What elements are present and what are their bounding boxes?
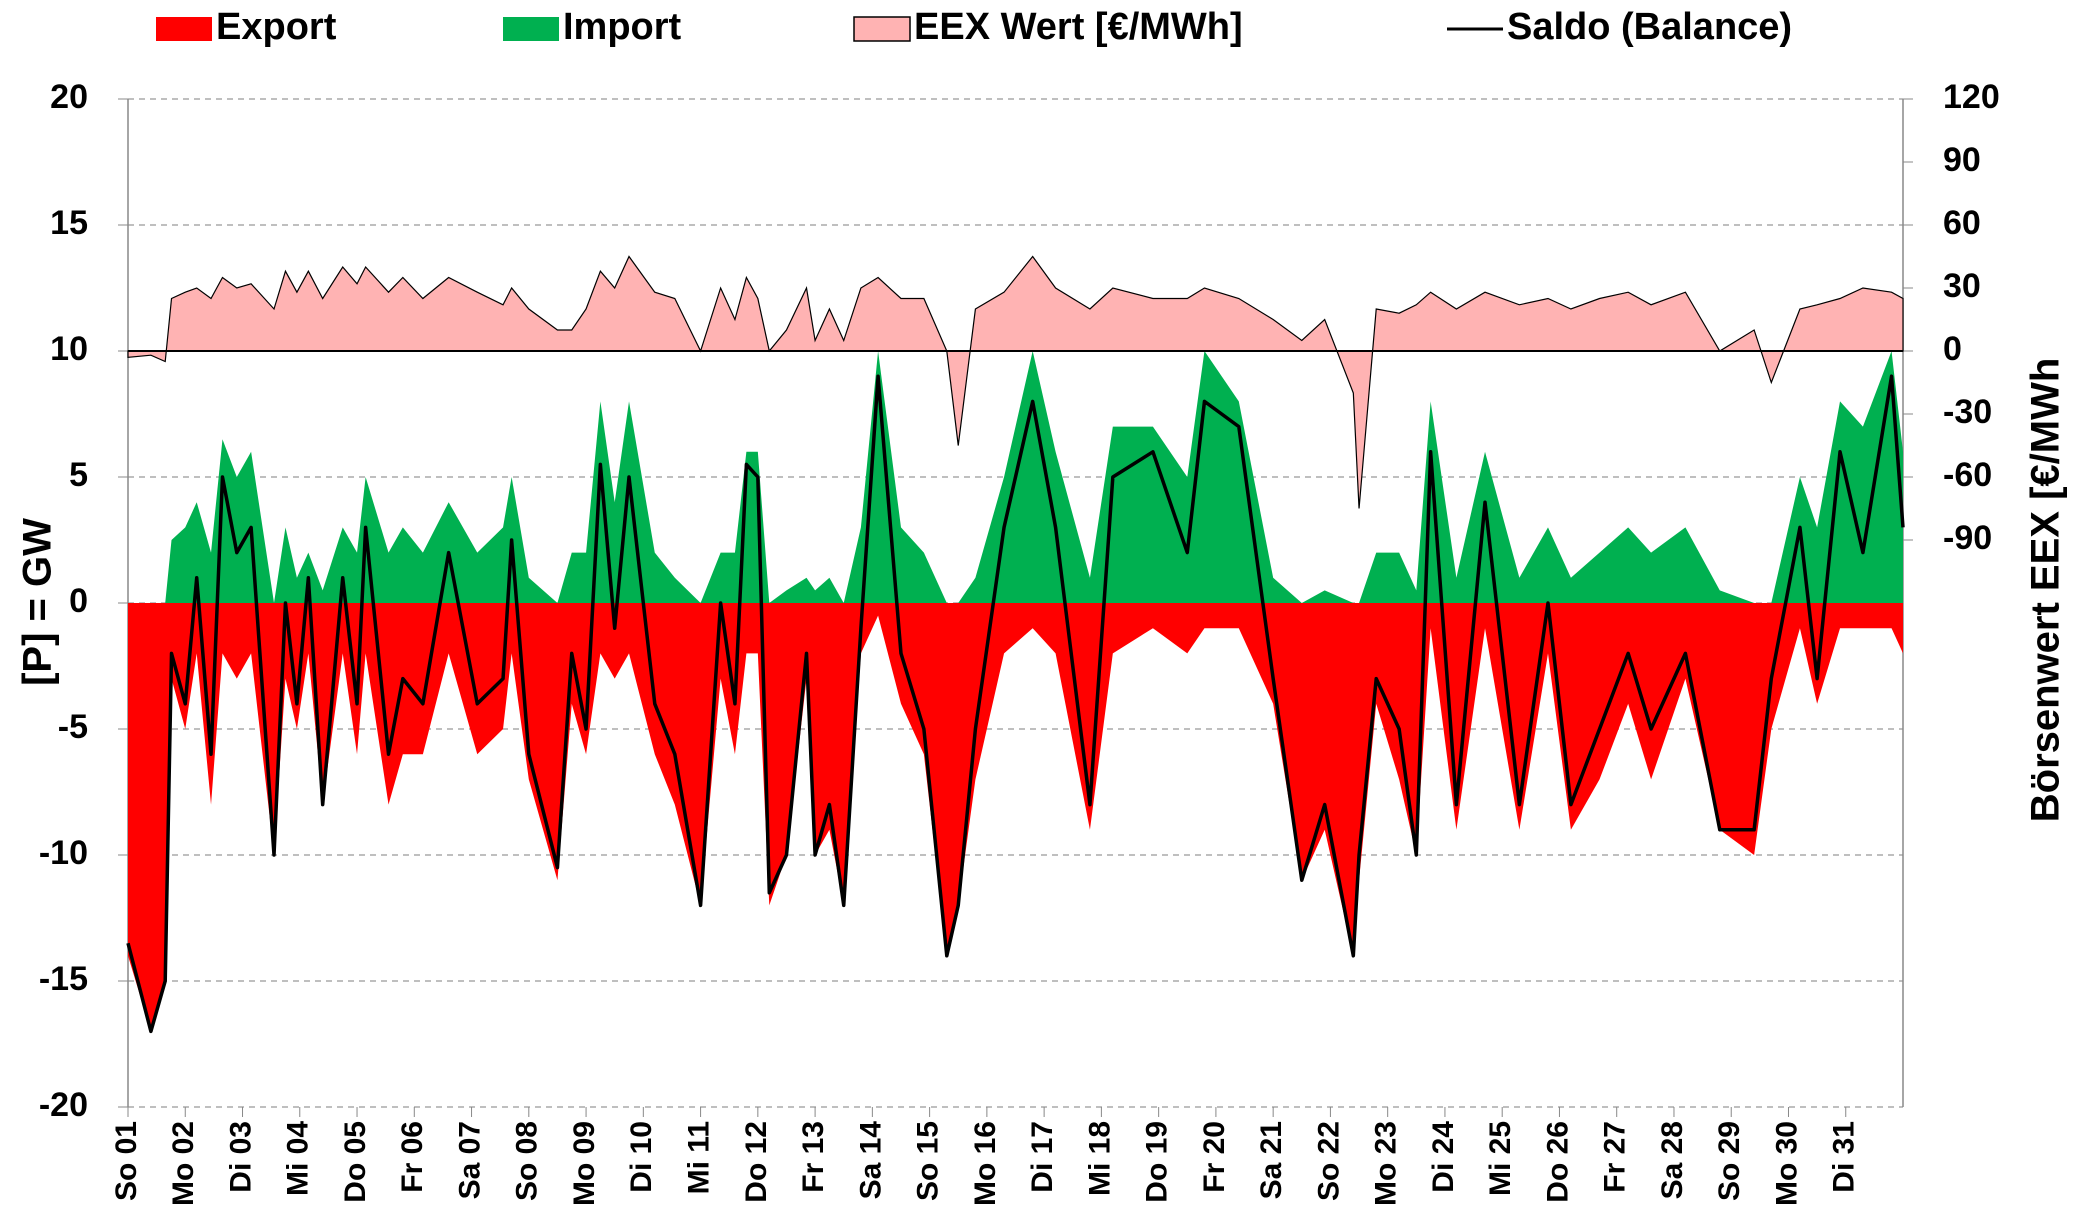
y2-tick-label: 0 xyxy=(1943,330,1962,368)
y2-axis-label: Börsenwert EEX [€/MWh xyxy=(2024,358,2068,823)
y2-tick-label: 90 xyxy=(1943,141,1981,179)
legend-label: Export xyxy=(216,6,337,48)
legend-label: Import xyxy=(563,6,682,48)
x-tick-label: Fr 27 xyxy=(1599,1121,1632,1193)
x-tick-label: Di 17 xyxy=(1026,1121,1059,1193)
area xyxy=(128,603,1903,1032)
x-tick-label: Fr 20 xyxy=(1198,1121,1231,1193)
x-tick-label: Mo 16 xyxy=(969,1121,1002,1206)
eex-area xyxy=(127,255,1904,509)
legend-label: EEX Wert [€/MWh] xyxy=(914,6,1243,48)
y-tick-label: 15 xyxy=(50,204,88,242)
x-tick-label: Mi 11 xyxy=(683,1121,716,1194)
y-axis-label: [P] = GW xyxy=(16,518,60,686)
x-tick-label: So 08 xyxy=(511,1121,544,1201)
y2-tick-label: -30 xyxy=(1943,393,1992,431)
x-tick-label: Sa 21 xyxy=(1255,1121,1288,1199)
x-tick-label: So 22 xyxy=(1312,1121,1345,1201)
y-tick-label: 20 xyxy=(50,78,88,116)
y2-tick-label: 60 xyxy=(1943,204,1981,242)
x-tick-label: Do 19 xyxy=(1141,1121,1174,1203)
y-tick-label: 10 xyxy=(50,330,88,368)
y-tick-label: 5 xyxy=(69,456,88,494)
y-tick-label: -20 xyxy=(39,1086,88,1124)
y-tick-label: -5 xyxy=(58,708,88,746)
x-tick-label: Mo 09 xyxy=(568,1121,601,1206)
y-tick-label: -15 xyxy=(39,960,88,998)
x-tick-label: Sa 14 xyxy=(854,1121,887,1200)
x-tick-label: Mo 02 xyxy=(167,1121,200,1206)
x-tick-label: Mi 18 xyxy=(1083,1121,1116,1196)
x-tick-label: Mi 25 xyxy=(1484,1121,1517,1196)
x-tick-label: Fr 06 xyxy=(396,1121,429,1193)
legend-swatch xyxy=(853,16,911,42)
x-tick-label: Mi 04 xyxy=(282,1121,315,1196)
legend-swatch xyxy=(156,17,212,41)
y2-tick-label: 120 xyxy=(1943,78,2000,116)
x-tick-label: Di 31 xyxy=(1828,1121,1861,1193)
x-tick-label: Di 03 xyxy=(224,1121,257,1193)
legend-swatch xyxy=(503,17,559,41)
x-tick-label: So 01 xyxy=(110,1121,143,1201)
line xyxy=(126,374,1905,1034)
x-tick-label: Sa 07 xyxy=(453,1121,486,1199)
y2-tick-label: -60 xyxy=(1943,456,1992,494)
x-tick-label: Mo 30 xyxy=(1770,1121,1803,1206)
y-tick-label: 0 xyxy=(69,582,88,620)
legend-label: Saldo (Balance) xyxy=(1507,6,1792,48)
y2-tick-label: 30 xyxy=(1943,267,1981,305)
x-tick-label: Mo 23 xyxy=(1370,1121,1403,1206)
x-tick-label: So 29 xyxy=(1713,1121,1746,1201)
y-tick-label: -10 xyxy=(39,834,88,872)
x-tick-label: Do 05 xyxy=(339,1121,372,1203)
x-tick-label: Di 24 xyxy=(1427,1121,1460,1193)
x-tick-label: Di 10 xyxy=(625,1121,658,1193)
x-tick-label: So 15 xyxy=(912,1121,945,1201)
x-tick-label: Do 26 xyxy=(1541,1121,1574,1203)
x-tick-label: Sa 28 xyxy=(1656,1121,1689,1199)
y2-tick-label: -90 xyxy=(1943,519,1992,557)
x-tick-label: Fr 13 xyxy=(797,1121,830,1193)
x-tick-label: Do 12 xyxy=(740,1121,773,1203)
